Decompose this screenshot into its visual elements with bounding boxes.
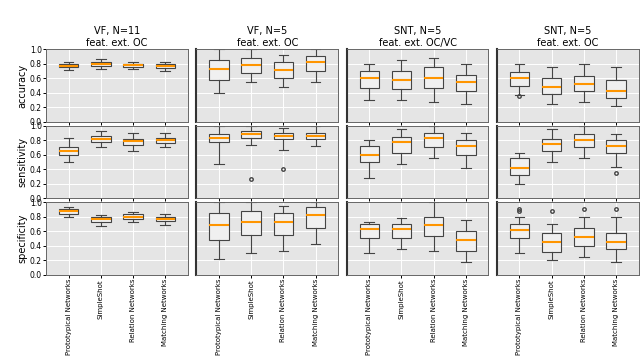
PathPatch shape bbox=[360, 146, 379, 162]
PathPatch shape bbox=[209, 60, 228, 80]
Title: VF, N=11
feat. ext. OC: VF, N=11 feat. ext. OC bbox=[86, 26, 148, 48]
PathPatch shape bbox=[510, 72, 529, 86]
Title: SNT, N=5
feat. ext. OC/VC: SNT, N=5 feat. ext. OC/VC bbox=[378, 26, 456, 48]
PathPatch shape bbox=[241, 131, 261, 138]
PathPatch shape bbox=[607, 233, 626, 249]
PathPatch shape bbox=[510, 158, 529, 175]
PathPatch shape bbox=[274, 133, 293, 139]
PathPatch shape bbox=[542, 139, 561, 151]
PathPatch shape bbox=[91, 217, 111, 222]
PathPatch shape bbox=[241, 211, 261, 235]
PathPatch shape bbox=[392, 224, 411, 238]
PathPatch shape bbox=[306, 56, 325, 71]
PathPatch shape bbox=[542, 233, 561, 252]
PathPatch shape bbox=[156, 138, 175, 143]
PathPatch shape bbox=[456, 140, 476, 155]
PathPatch shape bbox=[456, 75, 476, 91]
PathPatch shape bbox=[124, 139, 143, 145]
PathPatch shape bbox=[456, 231, 476, 251]
Y-axis label: accuracy: accuracy bbox=[17, 63, 27, 108]
PathPatch shape bbox=[274, 213, 293, 235]
PathPatch shape bbox=[607, 140, 626, 153]
PathPatch shape bbox=[209, 134, 228, 142]
PathPatch shape bbox=[124, 214, 143, 219]
Title: VF, N=5
feat. ext. OC: VF, N=5 feat. ext. OC bbox=[237, 26, 298, 48]
PathPatch shape bbox=[59, 64, 78, 67]
PathPatch shape bbox=[156, 64, 175, 68]
PathPatch shape bbox=[306, 207, 325, 228]
Y-axis label: specificity: specificity bbox=[17, 214, 27, 263]
PathPatch shape bbox=[424, 133, 444, 147]
PathPatch shape bbox=[542, 78, 561, 94]
PathPatch shape bbox=[607, 80, 626, 98]
PathPatch shape bbox=[156, 217, 175, 221]
PathPatch shape bbox=[392, 71, 411, 89]
PathPatch shape bbox=[424, 67, 444, 88]
PathPatch shape bbox=[274, 62, 293, 78]
PathPatch shape bbox=[241, 58, 261, 73]
PathPatch shape bbox=[574, 228, 594, 246]
PathPatch shape bbox=[59, 209, 78, 214]
PathPatch shape bbox=[91, 136, 111, 142]
Title: SNT, N=5
feat. ext. OC: SNT, N=5 feat. ext. OC bbox=[537, 26, 598, 48]
Y-axis label: sensitivity: sensitivity bbox=[17, 137, 27, 187]
PathPatch shape bbox=[209, 213, 228, 240]
PathPatch shape bbox=[360, 71, 379, 88]
PathPatch shape bbox=[124, 64, 143, 67]
PathPatch shape bbox=[91, 62, 111, 66]
PathPatch shape bbox=[59, 147, 78, 155]
PathPatch shape bbox=[360, 224, 379, 238]
PathPatch shape bbox=[306, 133, 325, 139]
PathPatch shape bbox=[574, 134, 594, 147]
PathPatch shape bbox=[392, 136, 411, 153]
PathPatch shape bbox=[424, 217, 444, 236]
PathPatch shape bbox=[510, 224, 529, 238]
PathPatch shape bbox=[574, 76, 594, 91]
